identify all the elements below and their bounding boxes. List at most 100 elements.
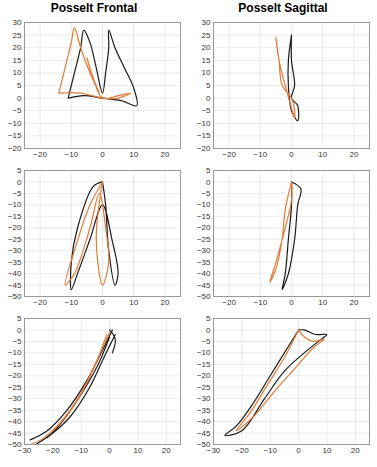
svg-text:−35: −35 [8, 406, 22, 415]
svg-text:25: 25 [202, 31, 211, 40]
svg-text:0: 0 [107, 446, 112, 455]
svg-text:−40: −40 [8, 417, 22, 426]
svg-text:−30: −30 [197, 394, 211, 403]
svg-text:−20: −20 [46, 446, 60, 455]
svg-text:−10: −10 [65, 150, 79, 159]
svg-text:−25: −25 [8, 383, 22, 392]
svg-text:−25: −25 [8, 235, 22, 244]
svg-text:−10: −10 [8, 348, 22, 357]
svg-text:0: 0 [17, 178, 22, 187]
svg-text:0: 0 [206, 326, 211, 335]
svg-text:−10: −10 [254, 298, 268, 307]
svg-text:−10: −10 [254, 150, 268, 159]
svg-text:0: 0 [289, 298, 294, 307]
svg-text:−25: −25 [197, 383, 211, 392]
svg-text:−10: −10 [8, 119, 22, 128]
svg-text:−25: −25 [197, 235, 211, 244]
svg-text:30: 30 [13, 18, 22, 27]
svg-text:−10: −10 [8, 200, 22, 209]
svg-text:−20: −20 [8, 144, 22, 153]
svg-text:−15: −15 [8, 131, 22, 140]
svg-text:−50: −50 [197, 292, 211, 301]
svg-text:−5: −5 [12, 106, 22, 115]
svg-text:−35: −35 [197, 258, 211, 267]
svg-text:5: 5 [17, 314, 22, 323]
svg-text:0: 0 [206, 94, 211, 103]
svg-text:−30: −30 [197, 246, 211, 255]
svg-text:−40: −40 [197, 269, 211, 278]
svg-text:−20: −20 [222, 150, 236, 159]
svg-text:−35: −35 [8, 258, 22, 267]
svg-text:10: 10 [129, 150, 138, 159]
svg-text:10: 10 [129, 298, 138, 307]
svg-text:−20: −20 [33, 150, 47, 159]
svg-text:5: 5 [206, 81, 211, 90]
svg-text:−10: −10 [197, 200, 211, 209]
svg-text:−15: −15 [8, 212, 22, 221]
svg-text:0: 0 [100, 298, 105, 307]
svg-text:20: 20 [162, 446, 171, 455]
svg-text:−10: −10 [197, 348, 211, 357]
svg-text:−15: −15 [197, 212, 211, 221]
svg-text:−30: −30 [8, 246, 22, 255]
svg-text:30: 30 [202, 18, 211, 27]
svg-text:5: 5 [17, 81, 22, 90]
svg-text:10: 10 [318, 150, 327, 159]
svg-text:−5: −5 [201, 337, 211, 346]
svg-text:−20: −20 [222, 298, 236, 307]
svg-text:−5: −5 [12, 189, 22, 198]
svg-text:−15: −15 [8, 360, 22, 369]
svg-text:20: 20 [160, 298, 169, 307]
svg-text:20: 20 [349, 150, 358, 159]
svg-text:10: 10 [13, 68, 22, 77]
svg-text:−5: −5 [12, 337, 22, 346]
svg-text:−10: −10 [263, 446, 277, 455]
svg-text:−30: −30 [8, 394, 22, 403]
svg-text:10: 10 [318, 298, 327, 307]
svg-text:0: 0 [296, 446, 301, 455]
svg-text:25: 25 [13, 31, 22, 40]
svg-text:−45: −45 [8, 281, 22, 290]
svg-text:−45: −45 [197, 429, 211, 438]
svg-text:5: 5 [206, 166, 211, 175]
svg-text:−20: −20 [8, 371, 22, 380]
svg-text:−20: −20 [197, 144, 211, 153]
svg-text:−40: −40 [8, 269, 22, 278]
svg-text:20: 20 [202, 43, 211, 52]
svg-text:−35: −35 [197, 406, 211, 415]
svg-text:10: 10 [134, 446, 143, 455]
svg-text:0: 0 [17, 326, 22, 335]
svg-text:−10: −10 [74, 446, 88, 455]
svg-text:10: 10 [323, 446, 332, 455]
svg-text:−10: −10 [65, 298, 79, 307]
svg-text:−5: −5 [201, 106, 211, 115]
svg-text:−45: −45 [197, 281, 211, 290]
svg-text:15: 15 [202, 56, 211, 65]
svg-text:−20: −20 [197, 223, 211, 232]
svg-text:−20: −20 [33, 298, 47, 307]
svg-text:10: 10 [202, 68, 211, 77]
svg-text:0: 0 [17, 94, 22, 103]
svg-text:20: 20 [349, 298, 358, 307]
svg-text:−30: −30 [207, 446, 221, 455]
svg-text:15: 15 [13, 56, 22, 65]
svg-text:−30: −30 [18, 446, 32, 455]
svg-text:−5: −5 [201, 189, 211, 198]
svg-text:5: 5 [17, 166, 22, 175]
svg-text:0: 0 [289, 150, 294, 159]
svg-text:0: 0 [206, 178, 211, 187]
svg-text:20: 20 [13, 43, 22, 52]
svg-text:−20: −20 [8, 223, 22, 232]
svg-text:−10: −10 [197, 119, 211, 128]
svg-text:20: 20 [351, 446, 360, 455]
svg-text:−15: −15 [197, 360, 211, 369]
svg-text:−20: −20 [197, 371, 211, 380]
svg-text:−45: −45 [8, 429, 22, 438]
svg-text:−20: −20 [235, 446, 249, 455]
svg-text:5: 5 [206, 314, 211, 323]
svg-text:0: 0 [100, 150, 105, 159]
svg-text:−50: −50 [8, 292, 22, 301]
svg-text:20: 20 [160, 150, 169, 159]
svg-text:−15: −15 [197, 131, 211, 140]
svg-text:−40: −40 [197, 417, 211, 426]
